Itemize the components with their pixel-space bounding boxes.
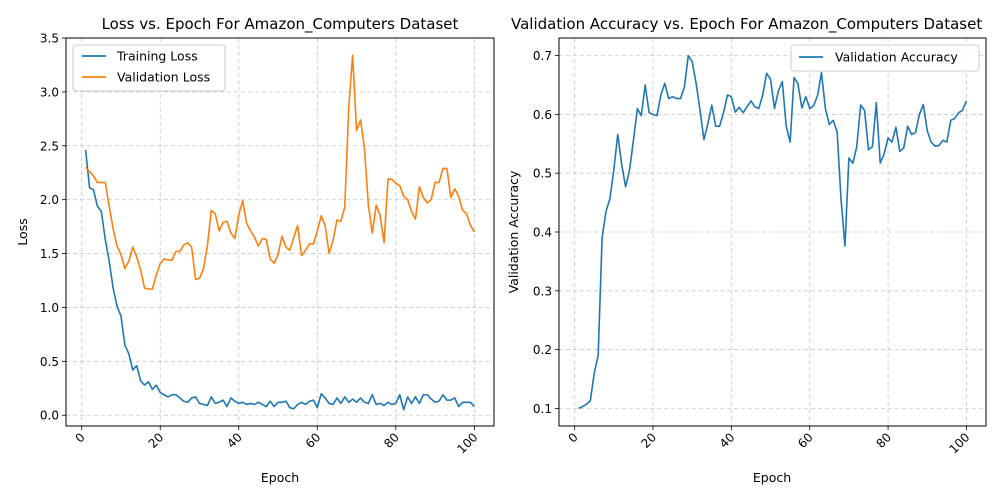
training-loss-legend-label: Training Loss [116, 49, 198, 64]
loss-chart-y-tick-label: 3.0 [40, 85, 59, 99]
loss-chart: 0 20 40 60 80 100 0.00.51.01.52.02.53.03.5 Lo… [15, 15, 495, 485]
loss-chart-y-tick-label: 0.5 [40, 355, 59, 369]
accuracy-chart-legend: Validation Accuracy [790, 44, 980, 72]
accuracy-chart-y-label: Validation Accuracy [506, 170, 521, 293]
accuracy-chart-y-tick-label: 0.7 [533, 49, 552, 63]
loss-chart-lines [84, 54, 476, 411]
validation-accuracy-line [578, 54, 968, 410]
loss-chart-y-tick-label: 3.5 [40, 32, 59, 46]
loss-chart-title: Loss vs. Epoch For Amazon_Computers Data… [102, 15, 459, 34]
loss-chart-legend: Training Loss Validation Loss [72, 44, 226, 92]
validation-loss-legend-label: Validation Loss [117, 70, 210, 85]
loss-chart-y-ticks: 0.0 0.5 1.0 1.5 2.0 2.5 3.0 3.5 [40, 32, 66, 423]
accuracy-chart-y-tick-label: 0.3 [533, 284, 552, 298]
accuracy-chart-y-tick-label: 0.4 [533, 226, 552, 240]
training-loss-line [84, 150, 475, 411]
accuracy-chart-y-tick-label: 0.1 [533, 402, 552, 416]
accuracy-chart-y-ticks: 0.1 0.2 0.3 0.4 0.5 0.6 0.7 [533, 49, 559, 416]
accuracy-chart-x-label: Epoch [753, 470, 791, 485]
loss-chart-grid [66, 37, 494, 426]
loss-chart-y-tick-label: 2.0 [40, 193, 59, 207]
validation-loss-line [85, 54, 476, 290]
accuracy-chart-y-tick-label: 0.6 [533, 108, 552, 122]
accuracy-chart: 0 20 40 60 80 100 0.10.20.30.40.50.60.7 Valid… [506, 15, 987, 485]
loss-chart-y-tick-label: 2.5 [40, 139, 59, 153]
accuracy-chart-legend-box [790, 44, 980, 72]
accuracy-chart-lines [578, 54, 968, 410]
loss-chart-x-label: Epoch [261, 470, 299, 485]
validation-accuracy-legend-label: Validation Accuracy [835, 50, 958, 65]
accuracy-chart-title: Validation Accuracy vs. Epoch For Amazon… [511, 15, 982, 34]
accuracy-chart-y-tick-label: 0.5 [533, 167, 552, 181]
accuracy-chart-y-tick-label: 0.2 [533, 343, 552, 357]
loss-chart-y-tick-label: 0.0 [40, 409, 59, 423]
loss-chart-legend-box [72, 44, 226, 92]
loss-chart-y-label: Loss [15, 218, 30, 245]
loss-chart-frame [65, 37, 495, 427]
loss-chart-y-tick-label: 1.5 [40, 247, 59, 261]
loss-chart-y-tick-label: 1.0 [40, 301, 59, 315]
